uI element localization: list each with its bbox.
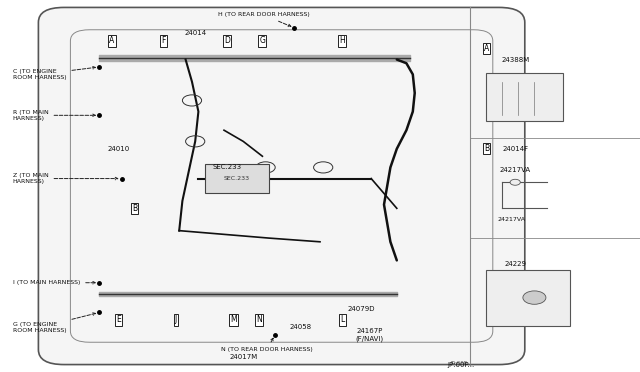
Text: G (TO ENGINE
ROOM HARNESS): G (TO ENGINE ROOM HARNESS) (13, 313, 95, 333)
Text: N (TO REAR DOOR HARNESS): N (TO REAR DOOR HARNESS) (221, 338, 312, 352)
Text: D: D (224, 36, 230, 45)
Text: C (TO ENGINE
ROOM HARNESS): C (TO ENGINE ROOM HARNESS) (13, 67, 95, 80)
Text: L: L (340, 315, 344, 324)
FancyBboxPatch shape (38, 7, 525, 365)
Text: I (TO MAIN HARNESS): I (TO MAIN HARNESS) (13, 280, 95, 285)
Text: JP:00P...: JP:00P... (447, 362, 474, 368)
Text: F: F (161, 36, 165, 45)
FancyBboxPatch shape (486, 270, 570, 326)
Text: SEC.233: SEC.233 (224, 176, 250, 181)
Text: M: M (230, 315, 237, 324)
Text: 24217VA: 24217VA (498, 217, 526, 222)
Text: 24388M: 24388M (501, 57, 529, 62)
Text: B: B (484, 144, 489, 153)
Text: 24017M: 24017M (229, 354, 257, 360)
Text: A: A (484, 44, 489, 53)
Text: JP:00P...: JP:00P... (450, 360, 472, 366)
Text: N: N (257, 315, 262, 324)
Text: R (TO MAIN
HARNESS): R (TO MAIN HARNESS) (13, 110, 95, 121)
Text: J: J (175, 315, 177, 324)
Text: Z (TO MAIN
HARNESS): Z (TO MAIN HARNESS) (13, 173, 118, 184)
Text: A: A (109, 36, 115, 45)
Text: 24010: 24010 (108, 146, 129, 152)
Bar (205, 164, 269, 193)
Text: E: E (116, 315, 121, 324)
Text: 24167P
(F/NAVI): 24167P (F/NAVI) (356, 328, 384, 341)
Text: 24079D: 24079D (348, 306, 375, 312)
Text: H (TO REAR DOOR HARNESS): H (TO REAR DOOR HARNESS) (218, 12, 309, 26)
Circle shape (523, 291, 546, 304)
Text: B: B (132, 204, 137, 213)
FancyBboxPatch shape (486, 73, 563, 121)
Circle shape (510, 179, 520, 185)
Text: 24014: 24014 (184, 31, 206, 36)
Text: H: H (340, 36, 345, 45)
Text: 24058: 24058 (290, 324, 312, 330)
Text: G: G (259, 36, 266, 45)
Text: SEC.233: SEC.233 (212, 164, 242, 170)
Text: 24229: 24229 (504, 261, 526, 267)
Text: 24014F


24217VA: 24014F 24217VA (500, 147, 531, 173)
